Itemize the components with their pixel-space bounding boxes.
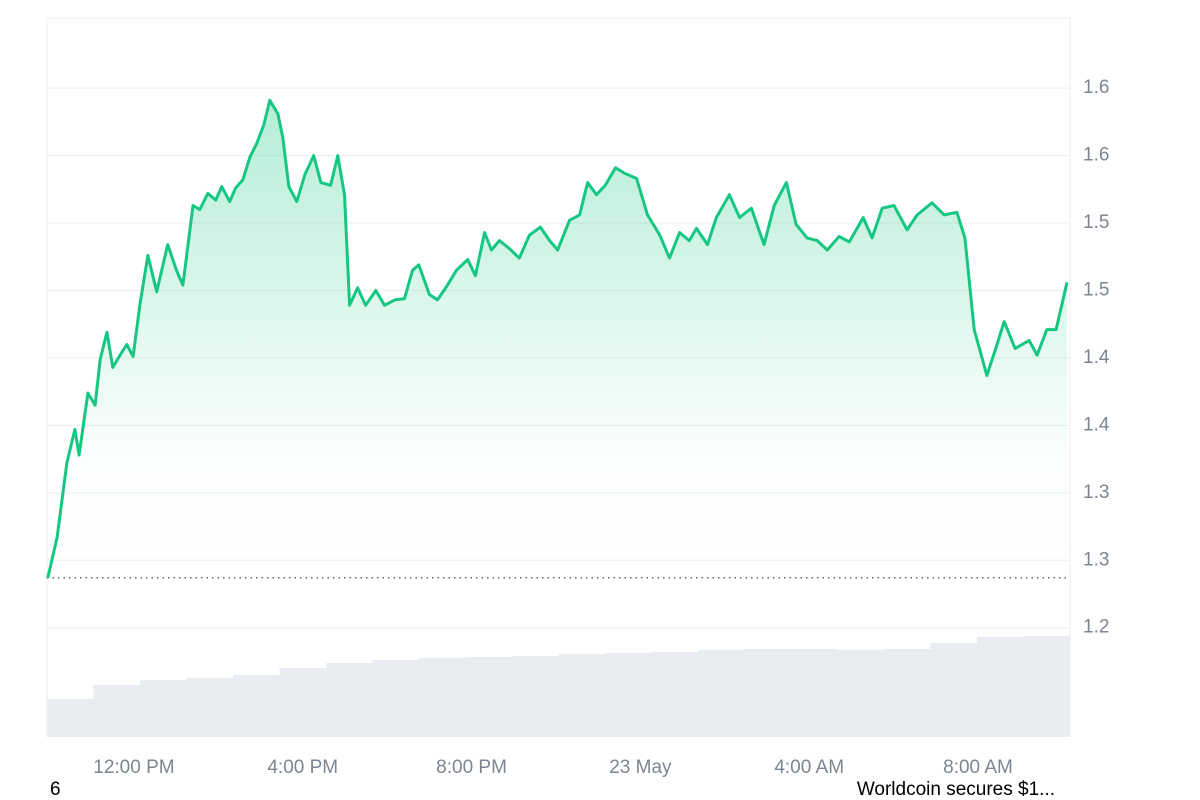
- volume-bar: [884, 649, 931, 737]
- x-tick-label: 12:00 PM: [93, 757, 174, 778]
- volume-bar: [326, 663, 373, 737]
- x-tick-label: 23 May: [609, 757, 672, 778]
- volume-bar: [1023, 636, 1071, 737]
- volume-bar: [698, 650, 745, 737]
- y-tick-label: 1.3: [1083, 482, 1109, 503]
- volume-bar: [558, 654, 606, 737]
- footer-right: Worldcoin secures $1...: [857, 779, 1055, 800]
- y-tick-label: 1.5: [1083, 280, 1109, 301]
- volume-bar: [419, 658, 466, 737]
- volume-bar: [930, 643, 978, 737]
- volume-bar: [465, 657, 513, 737]
- volume-bar: [186, 678, 234, 737]
- volume-bar: [651, 652, 699, 737]
- y-tick-label: 1.6: [1083, 145, 1109, 166]
- y-tick-label: 1.4: [1083, 347, 1110, 368]
- y-tick-label: 1.6: [1083, 77, 1109, 98]
- volume-bar: [791, 649, 838, 737]
- volume-bar: [233, 675, 280, 737]
- volume-bar: [93, 685, 141, 737]
- volume-bar: [605, 653, 652, 737]
- x-tick-label: 4:00 AM: [774, 757, 844, 778]
- x-tick-label: 8:00 AM: [943, 757, 1013, 778]
- y-tick-label: 1.4: [1083, 414, 1110, 435]
- volume-bar: [372, 660, 420, 737]
- footer-left: 6: [50, 779, 61, 800]
- volume-bar: [47, 699, 94, 737]
- volume-bar: [512, 656, 559, 737]
- price-area: [47, 100, 1068, 578]
- x-tick-label: 8:00 PM: [436, 757, 507, 778]
- volume-bar: [279, 668, 327, 737]
- y-tick-label: 1.5: [1083, 212, 1109, 233]
- volume-bar: [977, 637, 1024, 737]
- volume-bar: [744, 649, 792, 737]
- volume-bar: [140, 680, 187, 737]
- price-line: [46, 98, 1069, 579]
- y-tick-label: 1.2: [1083, 617, 1109, 638]
- y-tick-label: 1.3: [1083, 549, 1109, 570]
- volume-bar: [837, 650, 885, 737]
- x-tick-label: 4:00 PM: [267, 757, 338, 778]
